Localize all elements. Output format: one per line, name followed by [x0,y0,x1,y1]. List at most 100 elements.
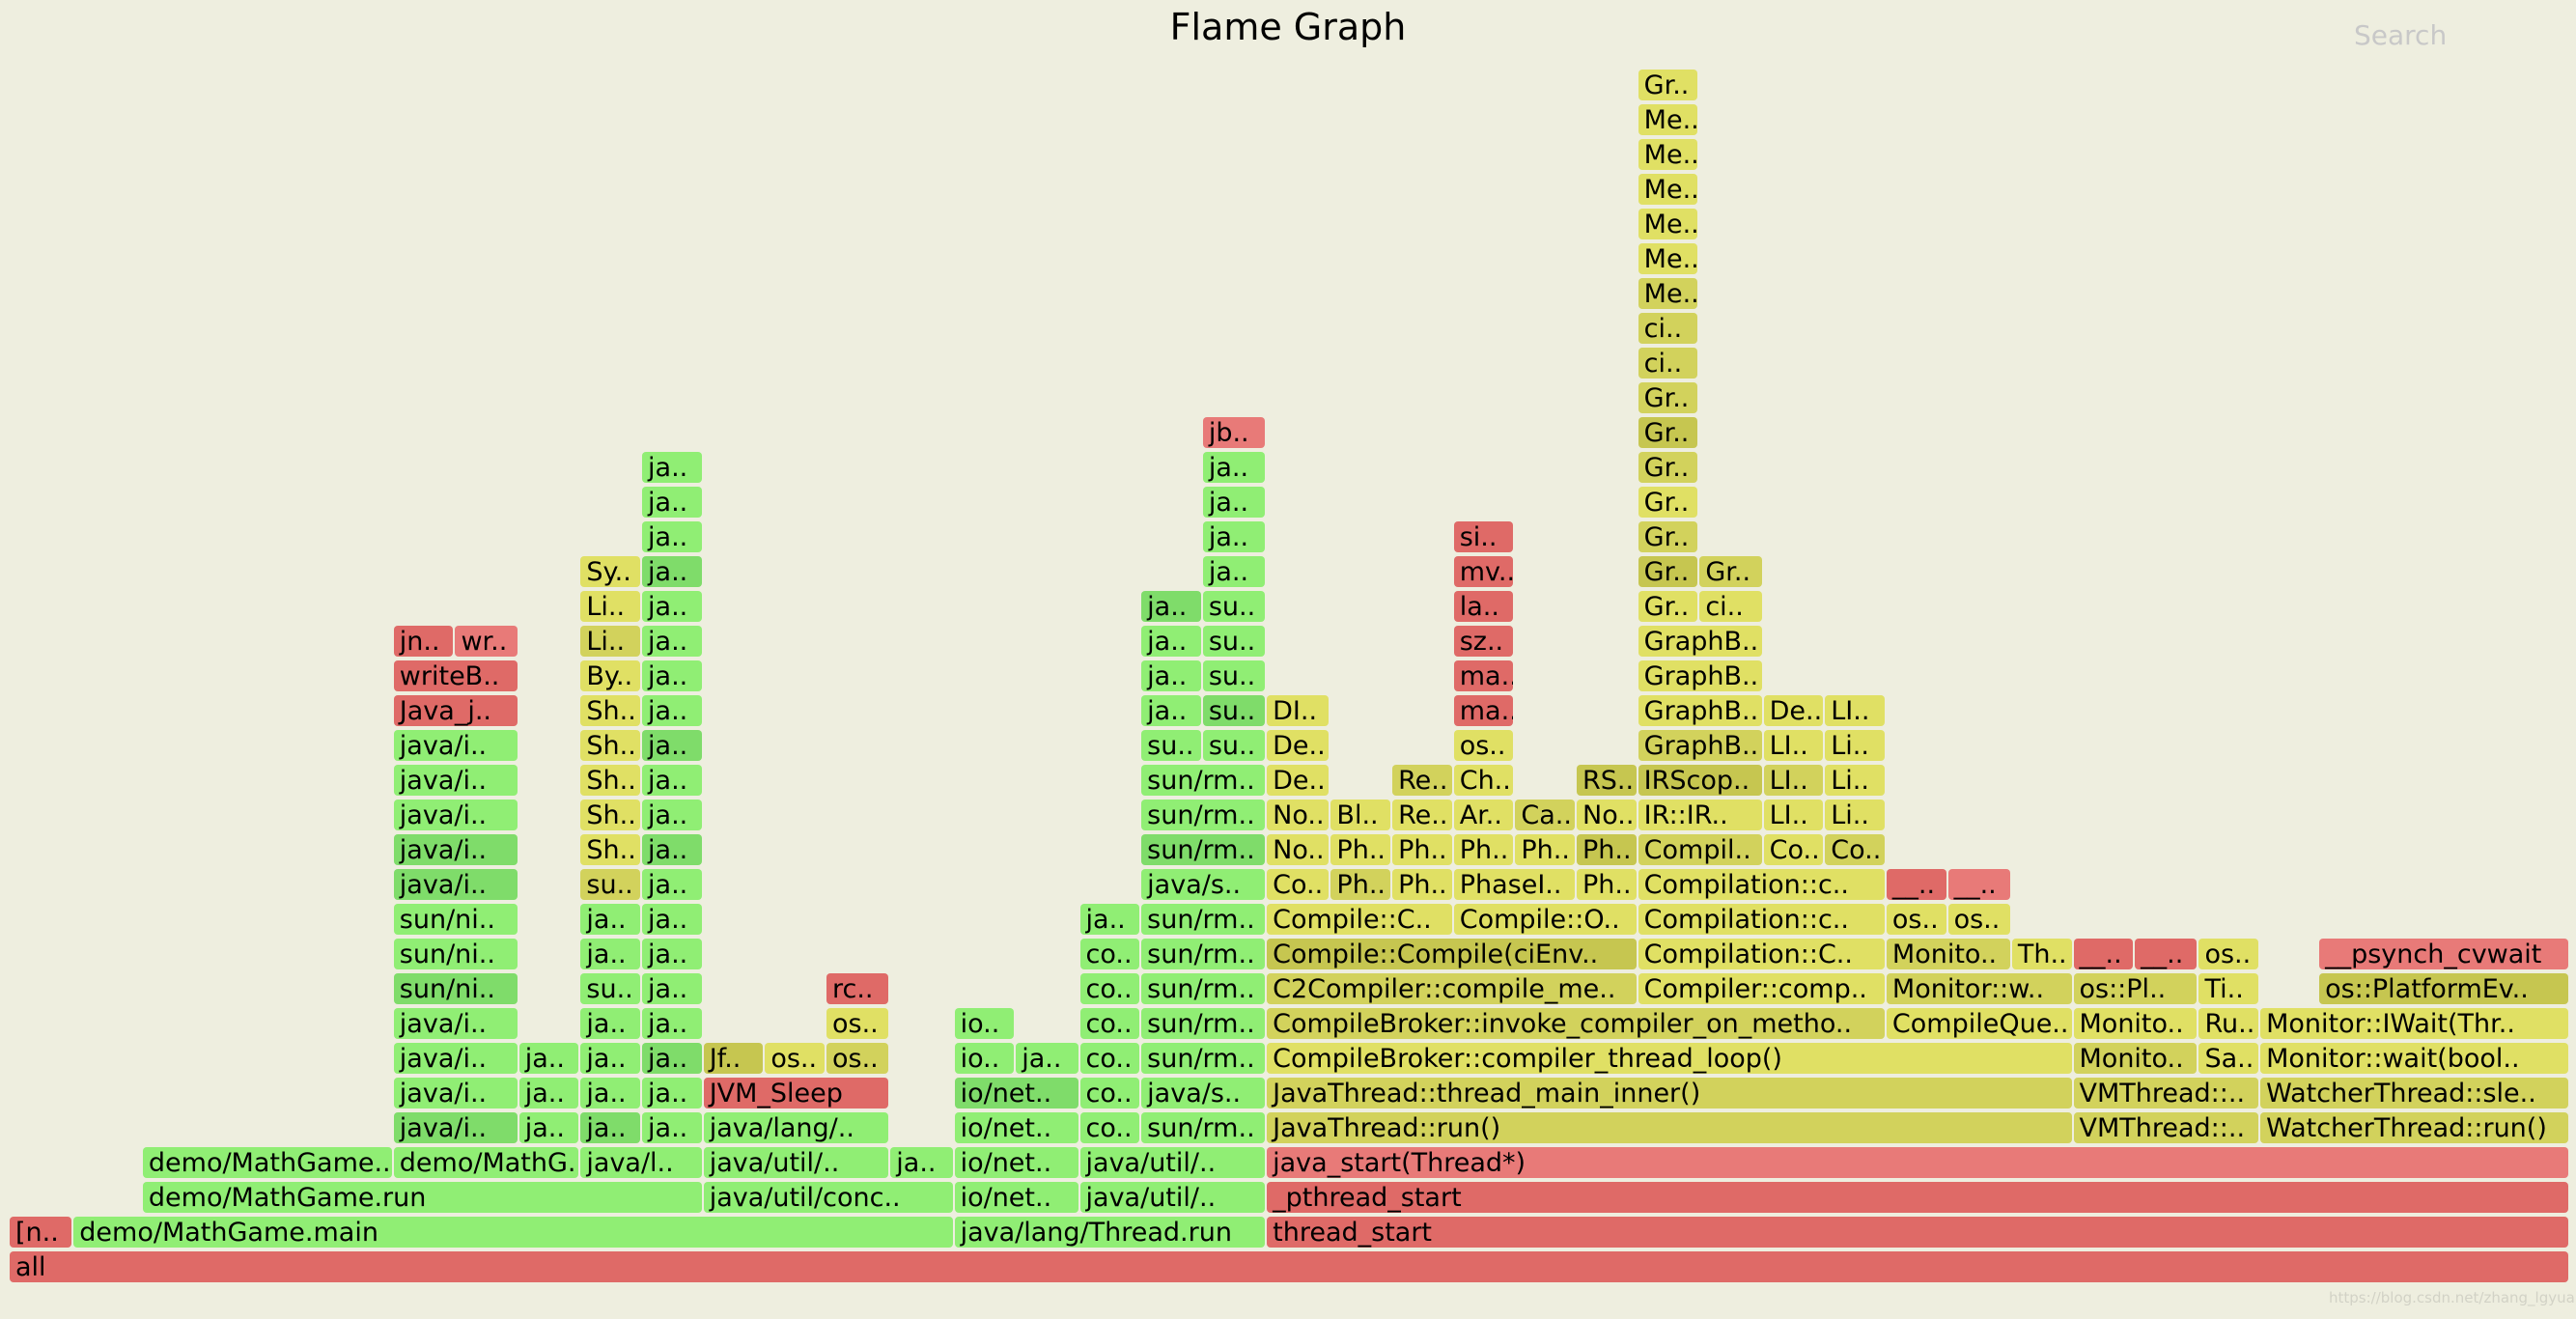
flame-frame[interactable]: sun/ni.. [393,904,518,935]
flame-frame[interactable]: demo/MathGame.main [73,1217,953,1248]
flame-frame[interactable]: Ph.. [1330,834,1391,865]
flame-frame[interactable]: sun/rm.. [1141,973,1266,1004]
flame-frame[interactable]: demo/MathGame.. [142,1147,392,1178]
flame-frame[interactable]: su.. [1202,660,1266,691]
flame-frame[interactable]: Ph.. [1577,834,1637,865]
flame-frame[interactable]: [n.. [10,1217,72,1248]
flame-frame[interactable]: ja.. [580,1078,641,1109]
flame-frame[interactable]: ci.. [1699,591,1762,622]
flame-frame[interactable]: ja.. [642,1112,702,1143]
flame-frame[interactable]: ja.. [518,1078,579,1109]
flame-frame[interactable]: os.. [1453,730,1514,761]
flame-frame[interactable]: WatcherThread::run() [2260,1112,2568,1143]
flame-frame[interactable]: Gr.. [1638,417,1698,448]
flame-frame[interactable]: io/net.. [954,1182,1078,1213]
flame-frame[interactable]: ja.. [1202,452,1266,483]
flame-frame[interactable]: java/i.. [393,1078,518,1109]
flame-frame[interactable]: ja.. [642,556,702,587]
flame-frame[interactable]: java/util/.. [1079,1147,1266,1178]
flame-frame[interactable]: GraphB.. [1638,660,1762,691]
flame-frame[interactable]: Me.. [1638,209,1698,239]
flame-frame[interactable]: Co.. [1763,834,1824,865]
flame-frame[interactable]: ja.. [1202,556,1266,587]
flame-frame[interactable]: Sh.. [580,800,641,830]
flame-frame[interactable]: java/util/.. [703,1147,889,1178]
flame-frame[interactable]: ja.. [642,487,702,518]
flame-frame[interactable]: Ph.. [1577,869,1637,900]
flame-frame[interactable]: __.. [2073,939,2134,969]
flame-frame[interactable]: ja.. [580,1008,641,1039]
flame-frame[interactable]: io/net.. [954,1078,1078,1109]
flame-frame[interactable]: java/i.. [393,1008,518,1039]
flame-frame[interactable]: Compilation::c.. [1638,869,1885,900]
flame-frame[interactable]: ja.. [642,626,702,657]
flame-frame[interactable]: ja.. [1202,487,1266,518]
flame-frame[interactable]: ma.. [1453,660,1514,691]
flame-frame[interactable]: io/net.. [954,1112,1078,1143]
flame-frame[interactable]: RS.. [1577,765,1637,796]
flame-frame[interactable]: demo/MathG.. [393,1147,579,1178]
flame-frame[interactable]: mv.. [1453,556,1514,587]
flame-frame[interactable]: Li.. [580,626,641,657]
flame-frame[interactable]: No.. [1267,834,1330,865]
flame-frame[interactable]: De.. [1763,695,1824,726]
flame-frame[interactable]: LI.. [1825,695,1885,726]
flame-frame[interactable]: Gr.. [1638,382,1698,413]
flame-frame[interactable]: ja.. [642,660,702,691]
flame-frame[interactable]: Re.. [1392,765,1452,796]
flame-frame[interactable]: ja.. [642,1078,702,1109]
flame-frame[interactable]: java/i.. [393,1043,518,1074]
flame-frame[interactable]: co.. [1079,1078,1140,1109]
flame-frame[interactable]: Monitor::w.. [1886,973,2072,1004]
flame-frame[interactable]: sun/rm.. [1141,1112,1266,1143]
flame-frame[interactable]: LI.. [1763,765,1824,796]
flame-frame[interactable]: Compilation::c.. [1638,904,1885,935]
flame-frame[interactable]: Compil.. [1638,834,1762,865]
flame-frame[interactable]: IR::IR.. [1638,800,1762,830]
flame-frame[interactable]: GraphB.. [1638,695,1762,726]
flame-frame[interactable]: Th.. [2011,939,2072,969]
flame-frame[interactable]: Me.. [1638,139,1698,170]
flame-frame[interactable]: sun/ni.. [393,973,518,1004]
flame-frame[interactable]: Sh.. [580,765,641,796]
flame-frame[interactable]: Ti.. [2198,973,2259,1004]
flame-frame[interactable]: Sh.. [580,695,641,726]
flame-frame[interactable]: Gr.. [1638,487,1698,518]
flame-frame[interactable]: si.. [1453,521,1514,552]
flame-frame[interactable]: Sh.. [580,834,641,865]
flame-frame[interactable]: os.. [1947,904,2010,935]
flame-frame[interactable]: su.. [1141,730,1201,761]
flame-frame[interactable]: os.. [765,1043,825,1074]
flame-frame[interactable]: Co.. [1267,869,1330,900]
flame-frame[interactable]: la.. [1453,591,1514,622]
flame-frame[interactable]: __.. [2135,939,2198,969]
flame-frame[interactable]: os.. [2198,939,2259,969]
flame-frame[interactable]: io.. [954,1008,1015,1039]
flame-frame[interactable]: Jf.. [703,1043,764,1074]
flame-frame[interactable]: su.. [1202,626,1266,657]
flame-frame[interactable]: LI.. [1763,800,1824,830]
flame-frame[interactable]: Monitor::IWait(Thr.. [2260,1008,2568,1039]
flame-frame[interactable]: Sa.. [2198,1043,2259,1074]
flame-frame[interactable]: co.. [1079,973,1140,1004]
flame-frame[interactable]: LI.. [1763,730,1824,761]
flame-frame[interactable]: ma.. [1453,695,1514,726]
flame-frame[interactable]: Li.. [580,591,641,622]
flame-frame[interactable]: wr.. [455,626,518,657]
flame-frame[interactable]: C2Compiler::compile_me.. [1267,973,1637,1004]
flame-frame[interactable]: Ph.. [1330,869,1391,900]
flame-frame[interactable]: sun/rm.. [1141,939,1266,969]
flame-frame[interactable]: WatcherThread::sle.. [2260,1078,2568,1109]
flame-frame[interactable]: __psynch_cvwait [2319,939,2568,969]
flame-frame[interactable]: JVM_Sleep [703,1078,889,1109]
flame-frame[interactable]: jb.. [1202,417,1266,448]
flame-frame[interactable]: co.. [1079,939,1140,969]
flame-frame[interactable]: CompileBroker::invoke_compiler_on_metho.… [1267,1008,1885,1039]
flame-frame[interactable]: demo/MathGame.run [142,1182,702,1213]
flame-frame[interactable]: sun/ni.. [393,939,518,969]
flame-frame[interactable]: Sh.. [580,730,641,761]
flame-frame[interactable]: sun/rm.. [1141,834,1266,865]
flame-frame[interactable]: java/i.. [393,765,518,796]
flame-frame[interactable]: Me.. [1638,104,1698,135]
flame-frame[interactable]: ci.. [1638,348,1698,379]
